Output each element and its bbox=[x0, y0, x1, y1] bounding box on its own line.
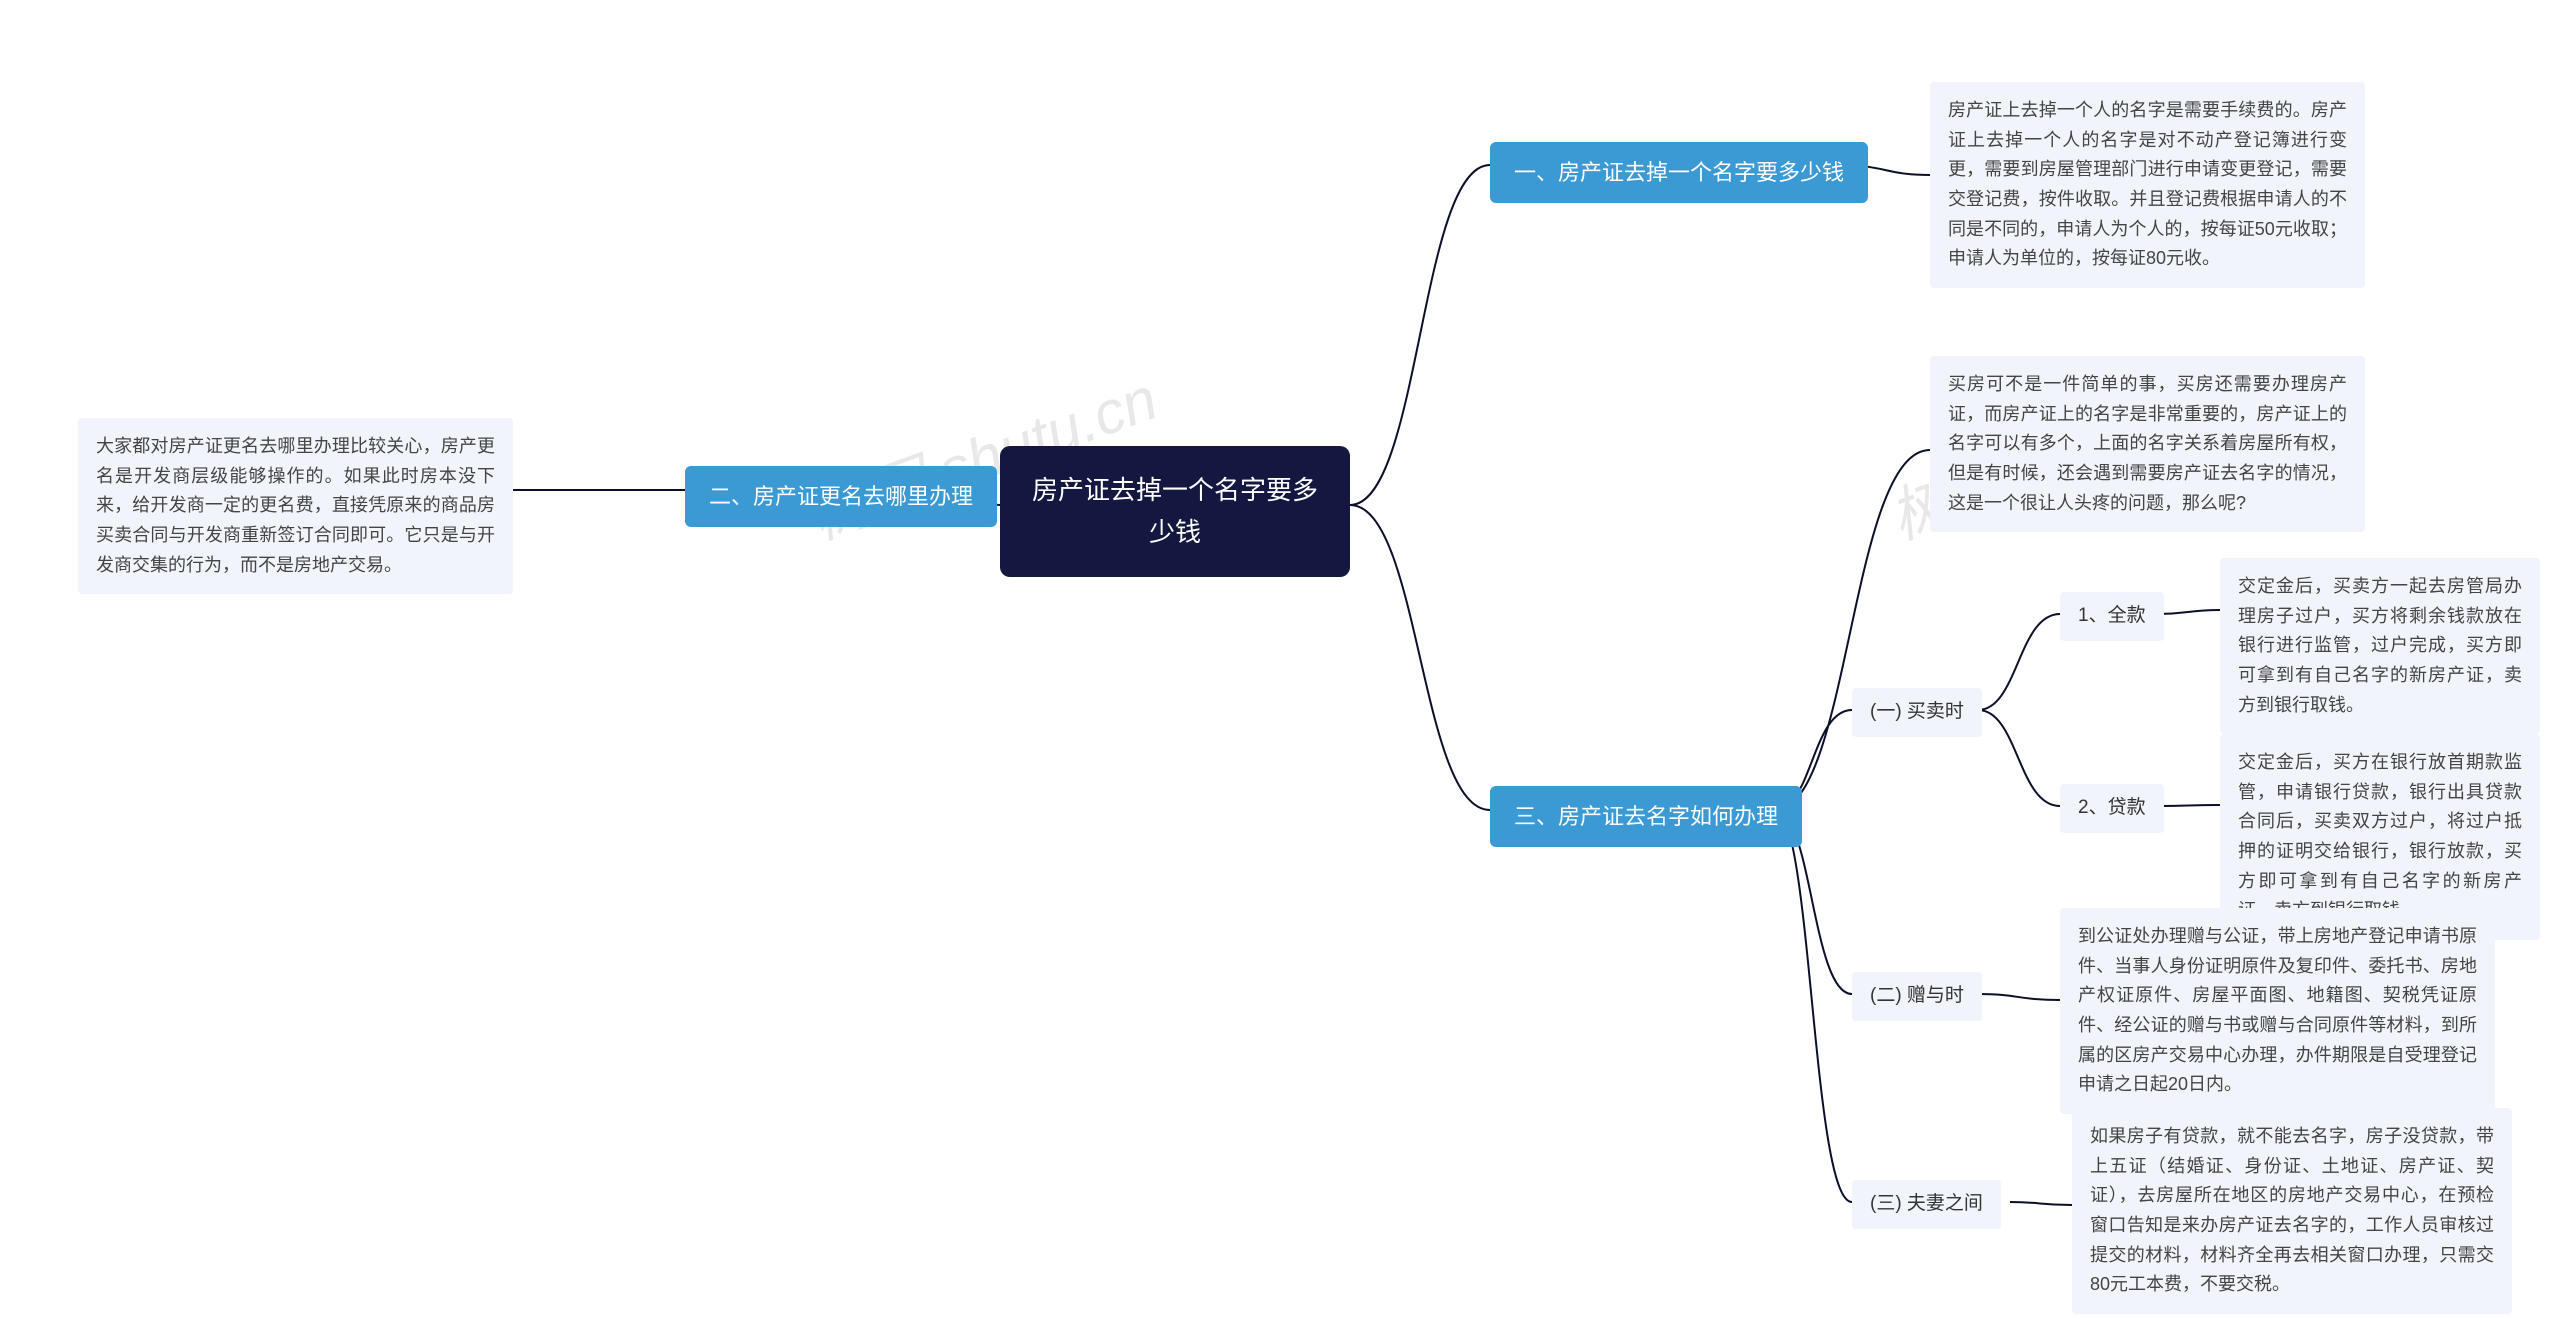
sub-3-spouse-detail: 如果房子有贷款，就不能去名字，房子没贷款，带上五证（结婚证、身份证、土地证、房产… bbox=[2072, 1108, 2512, 1314]
branch-1[interactable]: 一、房产证去掉一个名字要多少钱 bbox=[1490, 142, 1868, 203]
sub-1-full-detail-text: 交定金后，买卖方一起去房管局办理房子过户，买方将剩余钱款放在银行进行监管，过户完… bbox=[2238, 576, 2522, 715]
branch-3-intro: 买房可不是一件简单的事，买房还需要办理房产证，而房产证上的名字是非常重要的，房产… bbox=[1930, 356, 2365, 532]
sub-1-loan-label: 2、贷款 bbox=[2078, 797, 2146, 818]
sub-2-gift-detail: 到公证处办理赠与公证，带上房地产登记申请书原件、当事人身份证明原件及复印件、委托… bbox=[2060, 908, 2495, 1114]
sub-1-full[interactable]: 1、全款 bbox=[2060, 592, 2164, 641]
sub-1-full-detail: 交定金后，买卖方一起去房管局办理房子过户，买方将剩余钱款放在银行进行监管，过户完… bbox=[2220, 558, 2540, 734]
branch-2-detail-text: 大家都对房产证更名去哪里办理比较关心，房产更名是开发商层级能够操作的。如果此时房… bbox=[96, 436, 495, 575]
branch-2[interactable]: 二、房产证更名去哪里办理 bbox=[685, 466, 997, 527]
sub-1-full-label: 1、全款 bbox=[2078, 605, 2146, 626]
sub-3-spouse-detail-text: 如果房子有贷款，就不能去名字，房子没贷款，带上五证（结婚证、身份证、土地证、房产… bbox=[2090, 1126, 2494, 1294]
sub-1-buy-label: (一) 买卖时 bbox=[1870, 701, 1964, 722]
sub-1-loan-detail-text: 交定金后，买方在银行放首期款监管，申请银行贷款，银行出具贷款合同后，买卖双方过户… bbox=[2238, 752, 2522, 920]
branch-1-detail-text: 房产证上去掉一个人的名字是需要手续费的。房产证上去掉一个人的名字是对不动产登记簿… bbox=[1948, 100, 2347, 268]
sub-2-gift-label: (二) 赠与时 bbox=[1870, 985, 1964, 1006]
branch-3-intro-text: 买房可不是一件简单的事，买房还需要办理房产证，而房产证上的名字是非常重要的，房产… bbox=[1948, 374, 2347, 513]
branch-2-detail: 大家都对房产证更名去哪里办理比较关心，房产更名是开发商层级能够操作的。如果此时房… bbox=[78, 418, 513, 594]
branch-1-label: 一、房产证去掉一个名字要多少钱 bbox=[1514, 160, 1844, 185]
sub-1-loan[interactable]: 2、贷款 bbox=[2060, 784, 2164, 833]
sub-2-gift-detail-text: 到公证处办理赠与公证，带上房地产登记申请书原件、当事人身份证明原件及复印件、委托… bbox=[2078, 926, 2477, 1094]
sub-3-spouse[interactable]: (三) 夫妻之间 bbox=[1852, 1180, 2001, 1229]
branch-3-label: 三、房产证去名字如何办理 bbox=[1514, 804, 1778, 829]
branch-1-detail: 房产证上去掉一个人的名字是需要手续费的。房产证上去掉一个人的名字是对不动产登记簿… bbox=[1930, 82, 2365, 288]
branch-2-label: 二、房产证更名去哪里办理 bbox=[709, 484, 973, 509]
sub-1-buy[interactable]: (一) 买卖时 bbox=[1852, 688, 1982, 737]
center-topic[interactable]: 房产证去掉一个名字要多少钱 bbox=[1000, 446, 1350, 577]
branch-3[interactable]: 三、房产证去名字如何办理 bbox=[1490, 786, 1802, 847]
sub-2-gift[interactable]: (二) 赠与时 bbox=[1852, 972, 1982, 1021]
sub-3-spouse-label: (三) 夫妻之间 bbox=[1870, 1193, 1983, 1214]
center-topic-text: 房产证去掉一个名字要多少钱 bbox=[1032, 475, 1318, 547]
